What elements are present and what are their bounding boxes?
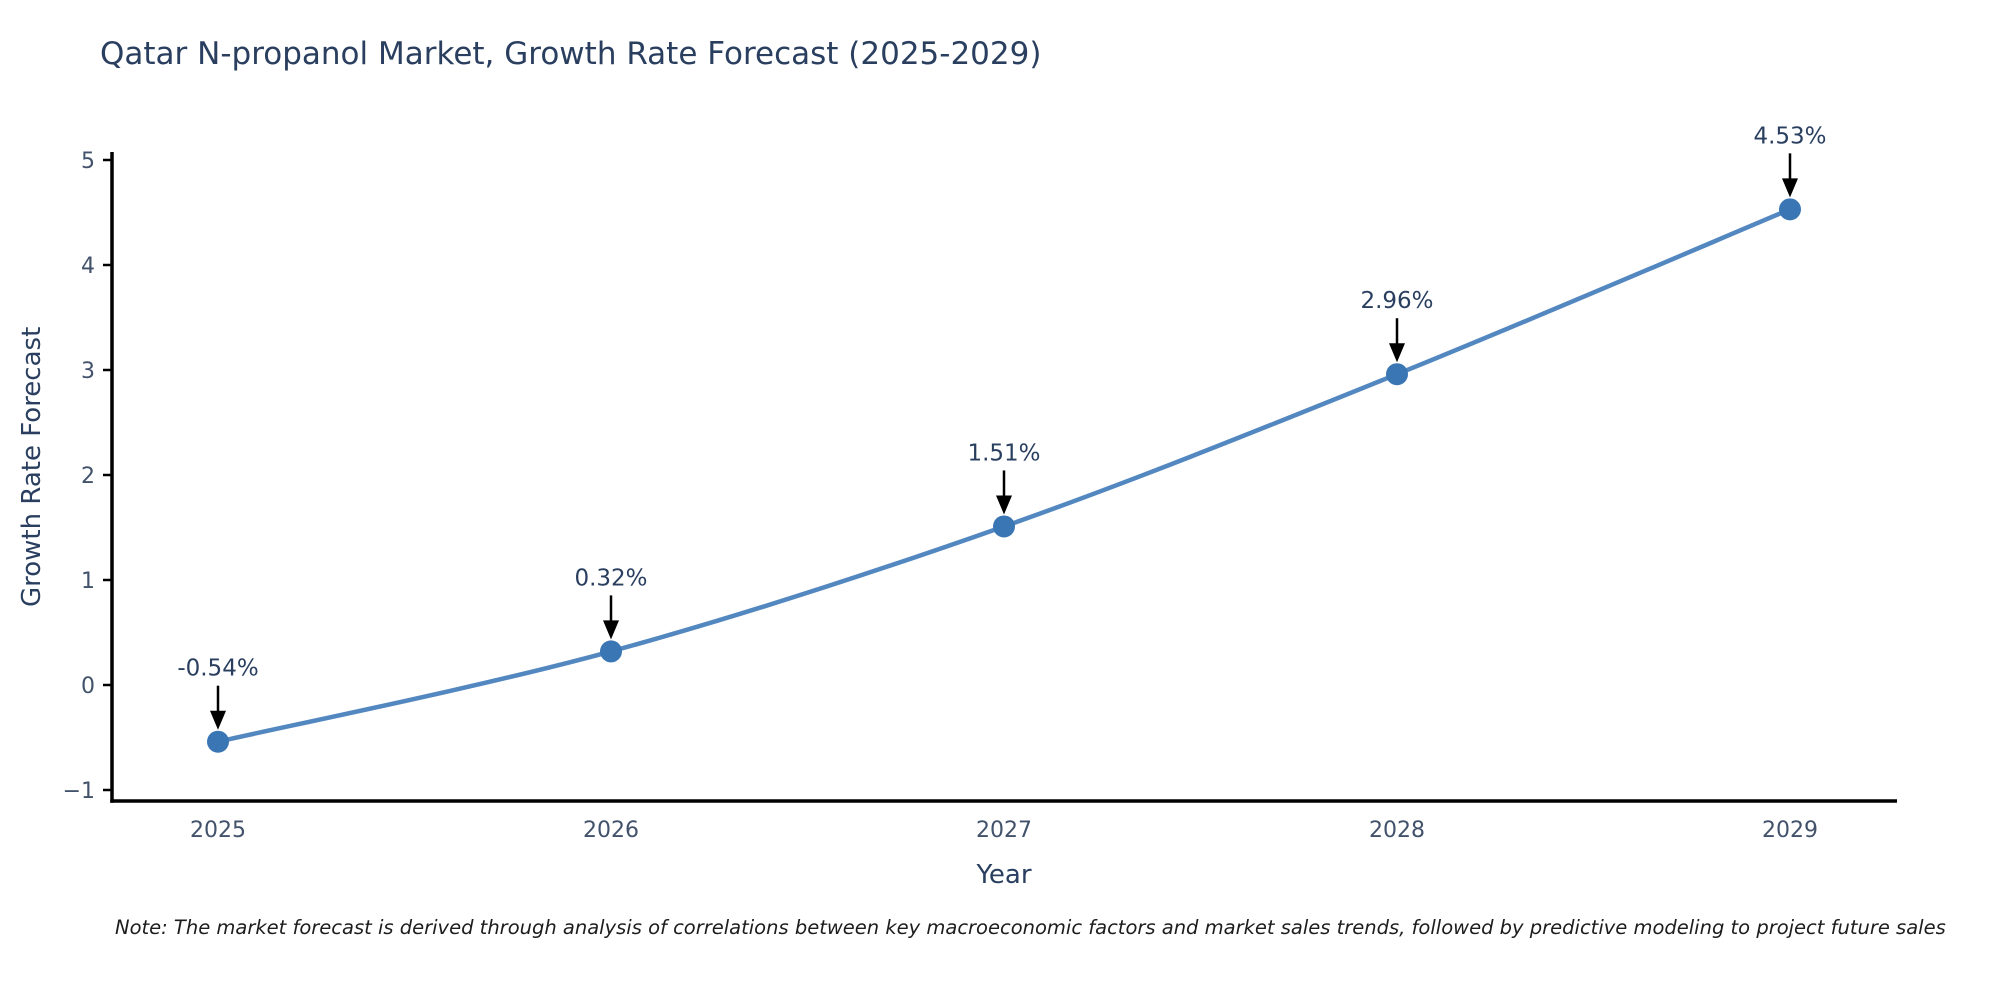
chart-title: Qatar N-propanol Market, Growth Rate For… — [100, 36, 1042, 72]
annotation-arrowhead-icon — [996, 495, 1012, 515]
x-axis-title: Year — [976, 860, 1032, 890]
annotation-label: 2.96% — [1360, 288, 1433, 314]
x-tick-label: 2027 — [976, 818, 1032, 843]
y-tick-label: −1 — [63, 779, 95, 804]
x-tick-label: 2025 — [190, 818, 246, 843]
footnote: Note: The market forecast is derived thr… — [115, 916, 1946, 939]
annotation-arrowhead-icon — [603, 620, 619, 640]
annotation-arrowhead-icon — [1782, 178, 1798, 198]
y-tick-label: 5 — [81, 149, 95, 174]
x-tick-label: 2028 — [1369, 818, 1425, 843]
x-tick-label: 2029 — [1762, 818, 1818, 843]
y-tick-label: 3 — [81, 359, 95, 384]
annotation-arrowhead-icon — [1389, 343, 1405, 363]
y-tick-label: 4 — [81, 254, 95, 279]
annotation-label: 1.51% — [967, 440, 1040, 466]
annotation-label: 4.53% — [1753, 123, 1826, 149]
data-point-marker — [993, 515, 1015, 538]
annotation-label: -0.54% — [177, 656, 258, 682]
data-point-marker — [1779, 198, 1801, 221]
data-point-marker — [207, 730, 229, 753]
annotation-arrowhead-icon — [210, 710, 226, 730]
y-tick-label: 1 — [81, 569, 95, 594]
y-tick-label: 2 — [81, 464, 95, 489]
x-tick-label: 2026 — [583, 818, 639, 843]
data-point-marker — [1386, 363, 1408, 386]
data-point-marker — [600, 640, 622, 663]
y-tick-label: 0 — [81, 674, 95, 699]
y-axis-title: Growth Rate Forecast — [17, 326, 47, 607]
annotation-label: 0.32% — [574, 565, 647, 591]
